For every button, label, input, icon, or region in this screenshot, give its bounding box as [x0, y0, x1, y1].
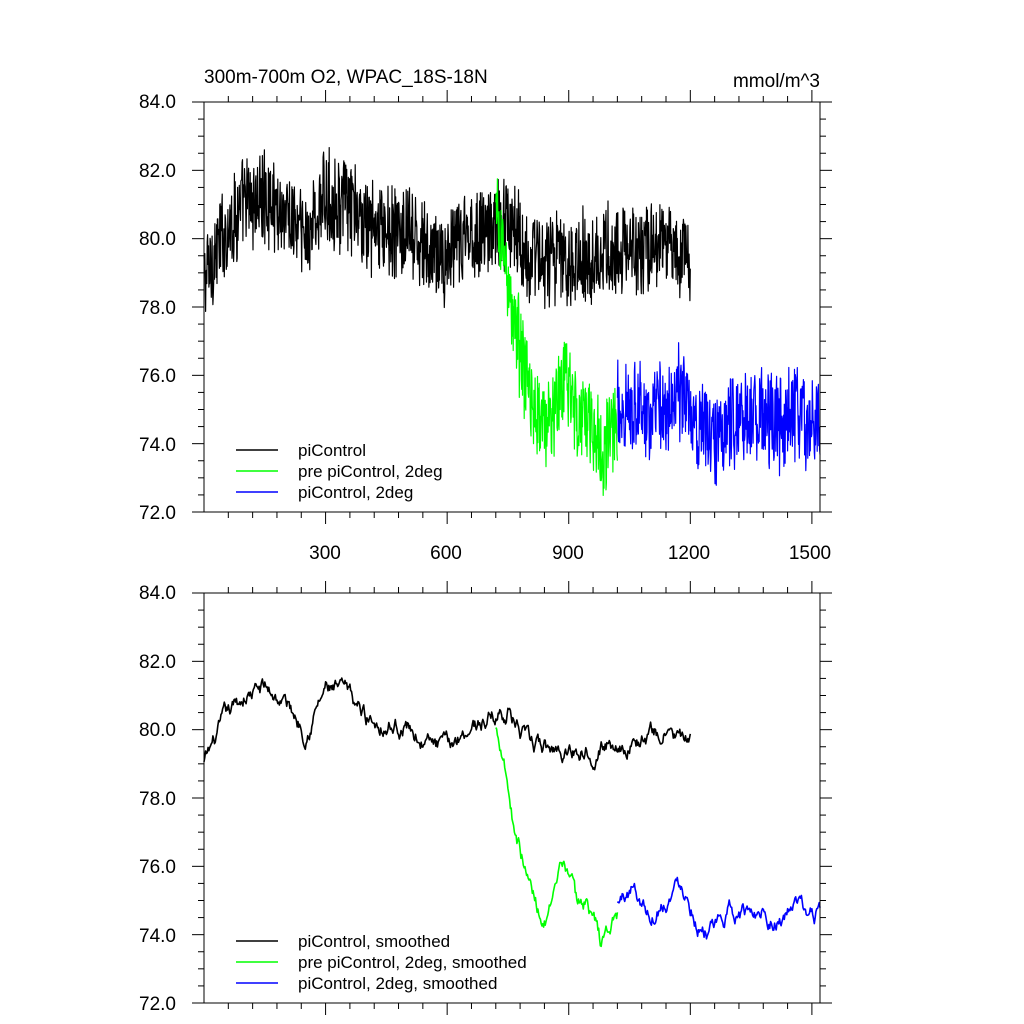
series-line — [203, 147, 691, 312]
y-tick-label: 82.0 — [139, 652, 176, 673]
legend-label: pre piControl, 2deg — [298, 462, 443, 481]
y-tick-label: 84.0 — [139, 583, 176, 604]
legend-label: piControl, 2deg, smoothed — [298, 974, 497, 993]
y-tick-label: 76.0 — [139, 857, 176, 878]
y-tick-label: 74.0 — [139, 926, 176, 947]
units-label: mmol/m^3 — [733, 71, 820, 92]
y-tick-label: 72.0 — [139, 994, 176, 1015]
series-line — [495, 178, 618, 496]
x-tick-label: 600 — [430, 543, 462, 564]
chart-title: 300m-700m O2, WPAC_18S-18N — [204, 67, 488, 88]
y-tick-label: 76.0 — [139, 366, 176, 387]
y-tick-label: 80.0 — [139, 229, 176, 250]
legend-label: piControl, smoothed — [298, 932, 450, 951]
legend: piControl, smoothed pre piControl, 2deg,… — [236, 932, 527, 993]
y-tick-label: 82.0 — [139, 161, 176, 182]
x-tick-label: 300 — [309, 543, 341, 564]
y-tick-label: 74.0 — [139, 435, 176, 456]
top-panel: 300m-700m O2, WPAC_18S-18N mmol/m^3 72.0… — [139, 67, 832, 564]
y-tick-label: 78.0 — [139, 298, 176, 319]
legend-label: pre piControl, 2deg, smoothed — [298, 953, 527, 972]
x-tick-label: 1200 — [668, 543, 710, 564]
series-line — [495, 727, 619, 948]
y-tick-label: 84.0 — [139, 92, 176, 113]
legend: piControl pre piControl, 2deg piControl,… — [236, 441, 443, 502]
y-tick-labels: 72.0 74.0 76.0 78.0 80.0 82.0 84.0 — [139, 583, 176, 1015]
x-tick-label: 900 — [552, 543, 584, 564]
bottom-panel: 72.0 74.0 76.0 78.0 80.0 82.0 84.0 piCon… — [139, 581, 832, 1015]
series-line — [616, 876, 821, 940]
x-tick-label: 1500 — [789, 543, 831, 564]
series-line — [203, 677, 692, 771]
x-tick-labels: 300 600 900 1200 1500 — [309, 543, 831, 564]
legend-label: piControl, 2deg — [298, 483, 413, 502]
legend-label: piControl — [298, 441, 366, 460]
y-tick-label: 80.0 — [139, 720, 176, 741]
y-tick-label: 72.0 — [139, 503, 176, 524]
y-tick-labels: 72.0 74.0 76.0 78.0 80.0 82.0 84.0 — [139, 92, 176, 524]
y-tick-label: 78.0 — [139, 789, 176, 810]
series-line — [616, 342, 821, 486]
